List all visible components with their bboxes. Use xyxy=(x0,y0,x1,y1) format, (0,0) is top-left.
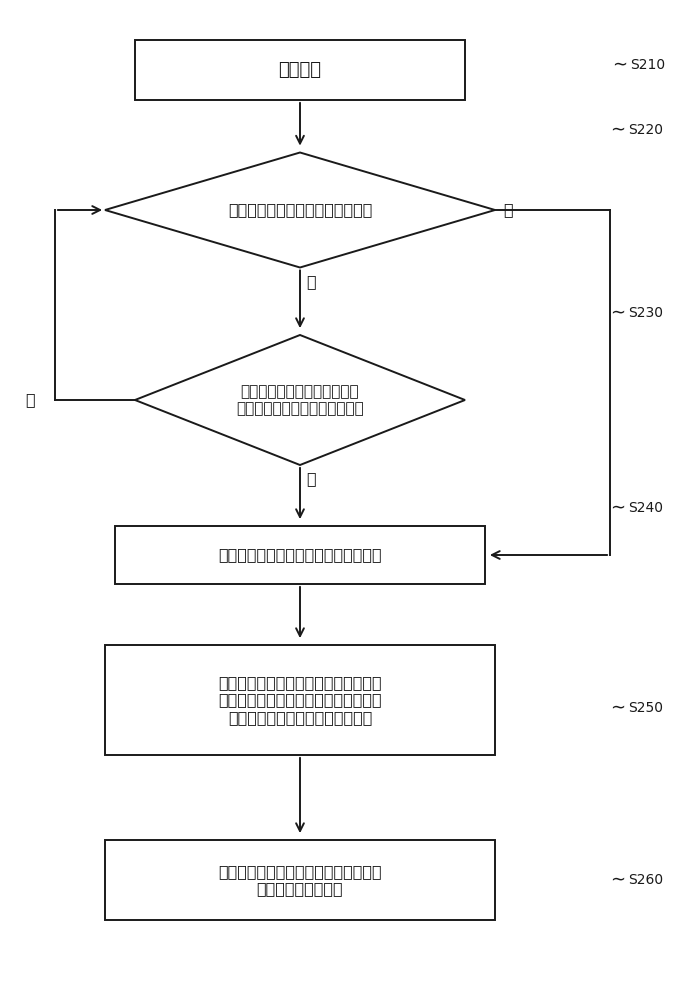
Text: 是: 是 xyxy=(306,472,315,487)
Text: ∼: ∼ xyxy=(610,499,625,517)
Bar xyxy=(105,840,495,920)
Text: S230: S230 xyxy=(628,306,663,320)
Text: 否: 否 xyxy=(306,274,315,289)
Bar xyxy=(105,645,495,755)
Text: S260: S260 xyxy=(628,873,663,887)
Polygon shape xyxy=(135,335,465,465)
Polygon shape xyxy=(105,152,495,267)
Text: 当监听到目标终端收到业务提醒时，调
整集成灶的当前工作模式以降低噪声，
并获取和显示业务提醒对应的信息: 当监听到目标终端收到业务提醒时，调 整集成灶的当前工作模式以降低噪声， 并获取和… xyxy=(218,675,382,725)
Bar xyxy=(115,526,485,584)
Text: S220: S220 xyxy=(628,123,663,137)
Text: ∼: ∼ xyxy=(610,699,625,717)
Text: 采集环境声音，并判断环境声
音的强度是否超过预设强度阈値: 采集环境声音，并判断环境声 音的强度是否超过预设强度阈値 xyxy=(236,384,364,416)
Text: S210: S210 xyxy=(630,58,665,72)
Text: ∼: ∼ xyxy=(610,304,625,322)
Text: ∼: ∼ xyxy=(610,871,625,889)
Text: S240: S240 xyxy=(628,501,663,515)
Bar xyxy=(135,40,465,100)
Text: ∼: ∼ xyxy=(610,121,625,139)
Text: 当确认业务提醒已处理完毕时，还原集
成灶的当前工作模式: 当确认业务提醒已处理完毕时，还原集 成灶的当前工作模式 xyxy=(218,864,382,896)
Text: 是: 是 xyxy=(503,202,513,218)
Text: ∼: ∼ xyxy=(612,56,627,74)
Text: 系统上电: 系统上电 xyxy=(279,61,322,79)
Text: 集成灶的油烟机是否处于运行状态: 集成灶的油烟机是否处于运行状态 xyxy=(228,202,372,218)
Text: S250: S250 xyxy=(628,701,663,715)
Text: 确认通过无线通信功能连接到目标终端: 确认通过无线通信功能连接到目标终端 xyxy=(218,548,382,562)
Text: 否: 否 xyxy=(25,392,34,408)
